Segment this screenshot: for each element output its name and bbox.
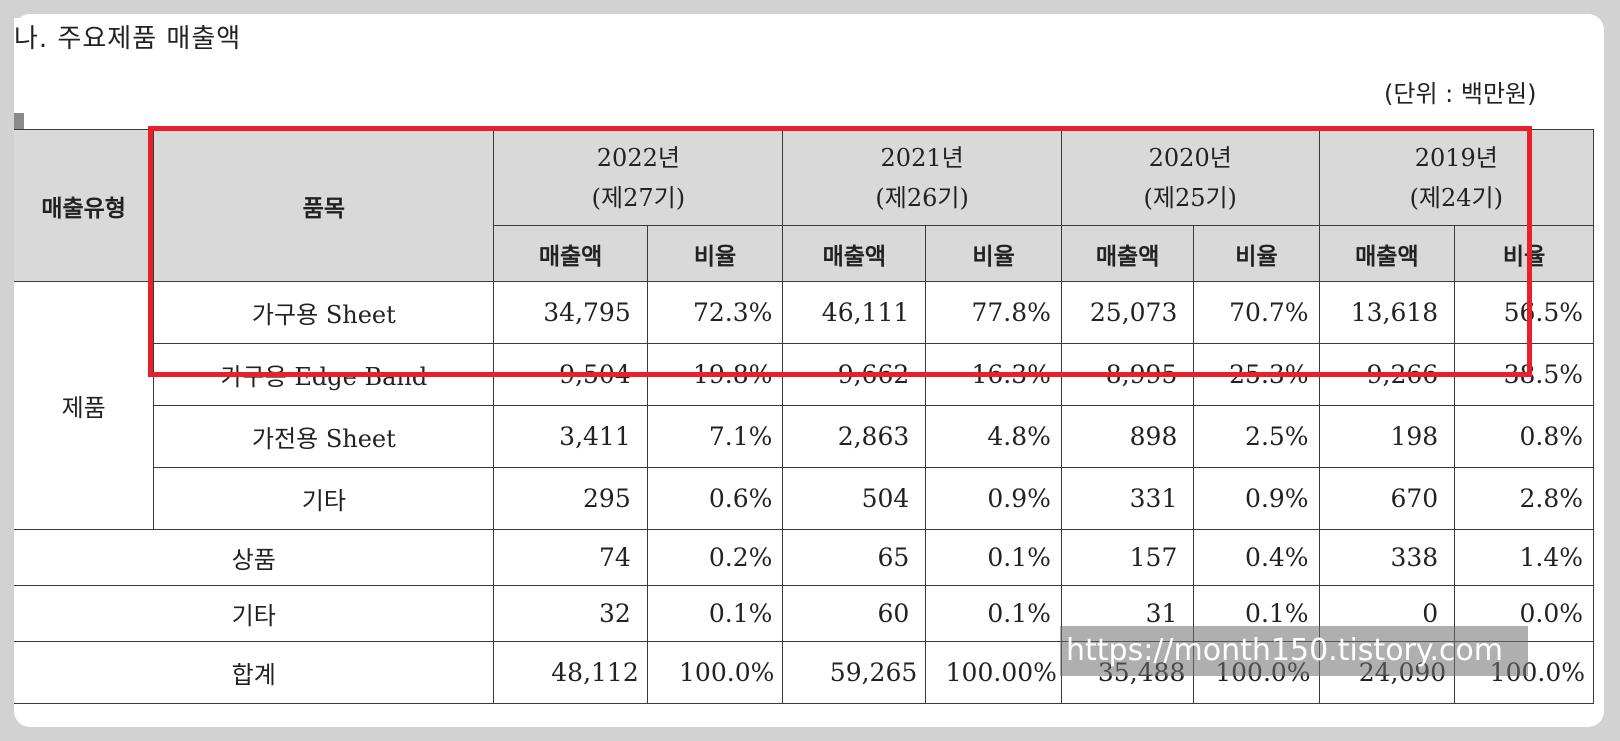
item-ko: 가구용 <box>220 363 287 391</box>
item-cell: 가구용 Sheet <box>153 281 495 344</box>
amount-cell: 65 <box>782 529 927 586</box>
amount-cell: 198 <box>1318 405 1456 468</box>
ratio-cell: 25.3% <box>1193 343 1320 406</box>
amount-cell: 898 <box>1060 405 1195 468</box>
amount-cell: 3,411 <box>493 405 648 468</box>
product-group-label: 제품 <box>14 281 155 530</box>
ratio-cell: 0.9% <box>925 467 1062 530</box>
item-cell: 기타 <box>153 467 495 530</box>
period-label: (제26기) <box>875 183 969 212</box>
table-row: 가구용 Edge Band 9,504 19.8% 9,662 16.3% 8,… <box>14 343 1594 406</box>
amount-cell: 504 <box>782 467 927 530</box>
ratio-cell: 0.2% <box>646 529 784 586</box>
row-label: 합계 <box>14 641 495 704</box>
ratio-header: 비율 <box>1193 225 1320 282</box>
ratio-cell: 2.5% <box>1193 405 1320 468</box>
ratio-cell: 4.8% <box>925 405 1062 468</box>
table-row: 제품 가구용 Sheet 34,795 72.3% 46,111 77.8% 2… <box>14 281 1594 530</box>
period-label: (제27기) <box>591 183 686 212</box>
amount-header: 매출액 <box>1318 225 1456 282</box>
amount-cell: 59,265 <box>782 641 927 704</box>
header-row-metrics: 매출액 비율 매출액 비율 매출액 비율 매출액 비율 <box>14 225 1594 282</box>
item-cell: 가전용 Sheet <box>153 405 495 468</box>
header-row-years: 매출유형 품목 2022년 (제27기) 2021년 (제26기) 2020년 … <box>14 129 1595 282</box>
amount-header: 매출액 <box>493 225 648 282</box>
sales-table: 매출유형 품목 2022년 (제27기) 2021년 (제26기) 2020년 … <box>14 129 1595 704</box>
amount-cell: 157 <box>1060 529 1195 586</box>
row-label: 기타 <box>14 585 495 642</box>
ratio-cell: 38.5% <box>1454 343 1594 406</box>
item-cell: 가구용 Edge Band <box>153 343 495 406</box>
ratio-header: 비율 <box>646 225 784 282</box>
amount-cell: 25,073 <box>1060 281 1195 344</box>
amount-cell: 74 <box>493 529 648 586</box>
document-page: 나. 주요제품 매출액 (단위 : 백만원) 매출유형 품목 2022년 (제2… <box>14 14 1604 727</box>
year-header-2019: 2019년 (제24기) <box>1318 129 1595 226</box>
ratio-cell: 0.8% <box>1454 405 1594 468</box>
ratio-cell: 0.1% <box>646 585 784 642</box>
ratio-cell: 1.4% <box>1454 529 1594 586</box>
year-header-2020: 2020년 (제25기) <box>1060 129 1320 226</box>
amount-cell: 60 <box>782 585 927 642</box>
amount-cell: 2,863 <box>782 405 927 468</box>
year-header-2021: 2021년 (제26기) <box>782 129 1062 226</box>
table-row: 상품 74 0.2% 65 0.1% 157 0.4% 338 1.4% <box>14 529 1594 586</box>
ratio-header: 비율 <box>925 225 1062 282</box>
item-ko: 가구용 <box>251 301 319 329</box>
amount-cell: 295 <box>493 467 648 530</box>
ratio-cell: 72.3% <box>646 281 784 344</box>
amount-cell: 48,112 <box>493 641 648 704</box>
item-en: Edge Band <box>294 363 428 391</box>
amount-cell: 9,662 <box>782 343 927 406</box>
amount-cell: 8,995 <box>1060 343 1195 406</box>
amount-cell: 338 <box>1318 529 1456 586</box>
ratio-cell: 0.1% <box>925 585 1062 642</box>
section-title: 나. 주요제품 매출액 <box>14 18 246 55</box>
amount-cell: 32 <box>493 585 648 642</box>
table-row: 기타 295 0.6% 504 0.9% 331 0.9% 670 2.8% <box>14 467 1594 530</box>
ratio-cell: 56.5% <box>1454 281 1594 344</box>
ratio-cell: 100.0% <box>646 641 784 704</box>
ratio-cell: 2.8% <box>1454 467 1594 530</box>
ratio-cell: 100.00% <box>925 641 1062 704</box>
year-label: 2019년 <box>1414 143 1498 172</box>
ratio-cell: 77.8% <box>925 281 1062 344</box>
amount-cell: 9,266 <box>1318 343 1456 406</box>
item-en: Sheet <box>325 301 396 329</box>
ratio-cell: 0.9% <box>1193 467 1320 530</box>
ratio-cell: 0.6% <box>646 467 784 530</box>
item-header: 품목 <box>153 129 495 282</box>
period-label: (제25기) <box>1143 183 1237 212</box>
unit-label: (단위 : 백만원) <box>1384 80 1537 108</box>
year-label: 2021년 <box>880 143 964 172</box>
amount-cell: 13,618 <box>1318 281 1456 344</box>
year-header-2022: 2022년 (제27기) <box>493 129 784 226</box>
period-label: (제24기) <box>1409 183 1503 212</box>
row-label: 상품 <box>14 529 495 586</box>
ratio-cell: 70.7% <box>1193 281 1320 344</box>
year-label: 2022년 <box>596 143 680 172</box>
amount-cell: 46,111 <box>782 281 927 344</box>
table-row: 가전용 Sheet 3,411 7.1% 2,863 4.8% 898 2.5%… <box>14 405 1594 468</box>
ratio-cell: 19.8% <box>646 343 784 406</box>
item-ko: 기타 <box>301 487 346 515</box>
ratio-cell: 16.3% <box>925 343 1062 406</box>
sales-type-header: 매출유형 <box>14 129 155 282</box>
ratio-header: 비율 <box>1454 225 1594 282</box>
amount-cell: 34,795 <box>493 281 648 344</box>
amount-header: 매출액 <box>782 225 927 282</box>
ratio-cell: 0.1% <box>925 529 1062 586</box>
year-label: 2020년 <box>1148 143 1232 172</box>
watermark: https://month150.tistory.com <box>1060 626 1528 676</box>
item-ko: 가전용 <box>251 425 319 453</box>
item-en: Sheet <box>325 425 396 453</box>
amount-cell: 331 <box>1060 467 1195 530</box>
amount-cell: 670 <box>1318 467 1456 530</box>
ratio-cell: 0.4% <box>1193 529 1320 586</box>
ratio-cell: 7.1% <box>646 405 784 468</box>
amount-cell: 9,504 <box>493 343 648 406</box>
amount-header: 매출액 <box>1060 225 1195 282</box>
